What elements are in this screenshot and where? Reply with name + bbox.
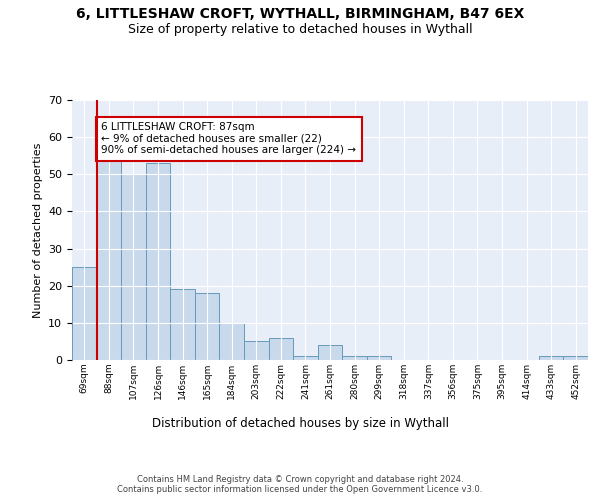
Text: Contains HM Land Registry data © Crown copyright and database right 2024.
Contai: Contains HM Land Registry data © Crown c… bbox=[118, 475, 482, 494]
Text: 6 LITTLESHAW CROFT: 87sqm
← 9% of detached houses are smaller (22)
90% of semi-d: 6 LITTLESHAW CROFT: 87sqm ← 9% of detach… bbox=[101, 122, 356, 156]
Bar bbox=[195, 293, 220, 360]
Y-axis label: Number of detached properties: Number of detached properties bbox=[32, 142, 43, 318]
Bar bbox=[539, 356, 563, 360]
Bar bbox=[342, 356, 367, 360]
Bar bbox=[72, 267, 97, 360]
Bar bbox=[318, 345, 342, 360]
Bar bbox=[269, 338, 293, 360]
Text: 6, LITTLESHAW CROFT, WYTHALL, BIRMINGHAM, B47 6EX: 6, LITTLESHAW CROFT, WYTHALL, BIRMINGHAM… bbox=[76, 8, 524, 22]
Bar bbox=[220, 323, 244, 360]
Bar bbox=[367, 356, 391, 360]
Bar bbox=[170, 290, 195, 360]
Text: Size of property relative to detached houses in Wythall: Size of property relative to detached ho… bbox=[128, 22, 472, 36]
Bar bbox=[563, 356, 588, 360]
Bar bbox=[97, 144, 121, 360]
Text: Distribution of detached houses by size in Wythall: Distribution of detached houses by size … bbox=[151, 418, 449, 430]
Bar bbox=[244, 342, 269, 360]
Bar bbox=[146, 163, 170, 360]
Bar bbox=[293, 356, 318, 360]
Bar bbox=[121, 174, 146, 360]
